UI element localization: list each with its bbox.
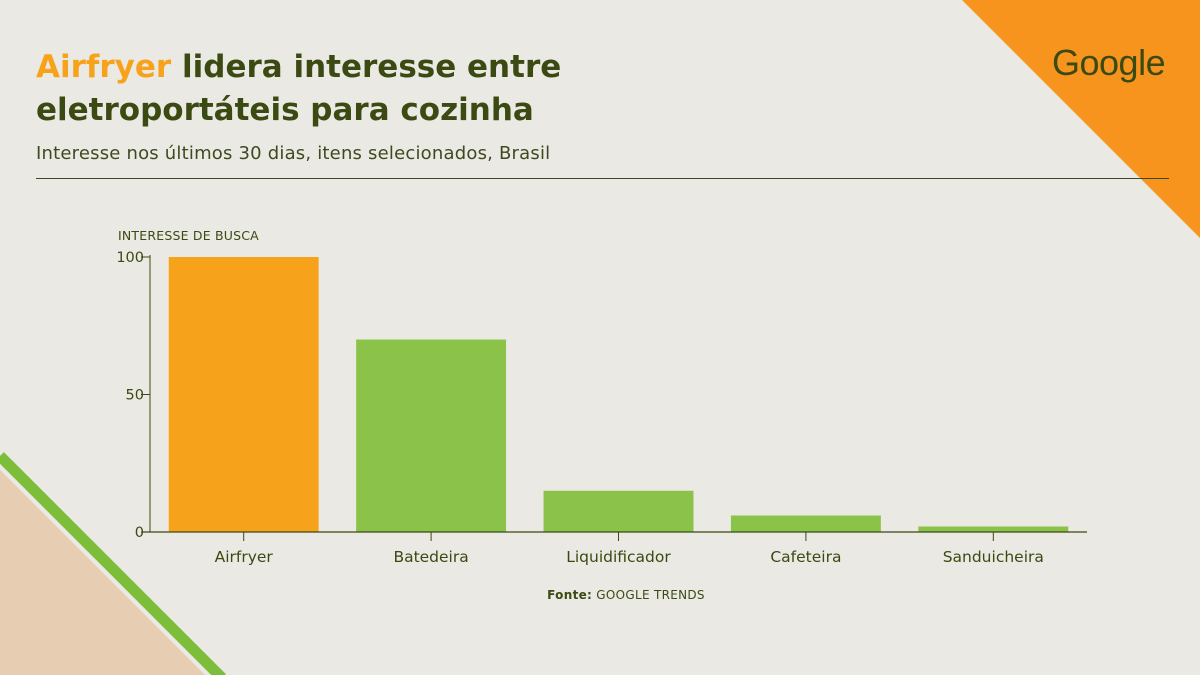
y-tick-label: 50 [126, 388, 144, 404]
corner-peach-triangle [0, 470, 205, 675]
source-note: Fonte: GOOGLE TRENDS [0, 588, 1200, 602]
bar [356, 339, 507, 532]
title-rest: lidera interesse entre eletroportáteis p… [36, 49, 562, 128]
bar [918, 526, 1069, 532]
y-tick-label: 0 [135, 525, 144, 541]
bar [543, 490, 694, 532]
google-logo: Google [1052, 42, 1166, 83]
source-value: GOOGLE TRENDS [592, 588, 705, 602]
x-tick-label: Airfryer [215, 548, 274, 566]
x-tick-label: Liquidificador [566, 548, 671, 566]
bar [730, 515, 881, 532]
x-tick-label: Batedeira [393, 548, 468, 566]
y-tick-label: 100 [116, 250, 144, 266]
x-tick-label: Sanduicheira [943, 548, 1044, 566]
x-tick-label: Cafeteira [770, 548, 841, 566]
corner-green-stripe [0, 452, 226, 675]
source-label: Fonte: [547, 588, 593, 602]
page-title: Airfryer lidera interesse entre eletropo… [36, 46, 736, 132]
subtitle: Interesse nos últimos 30 dias, itens sel… [36, 143, 551, 164]
y-axis-label: INTERESSE DE BUSCA [118, 228, 259, 243]
bar [168, 257, 319, 532]
title-highlight: Airfryer [36, 49, 172, 85]
title-divider [36, 178, 1169, 179]
